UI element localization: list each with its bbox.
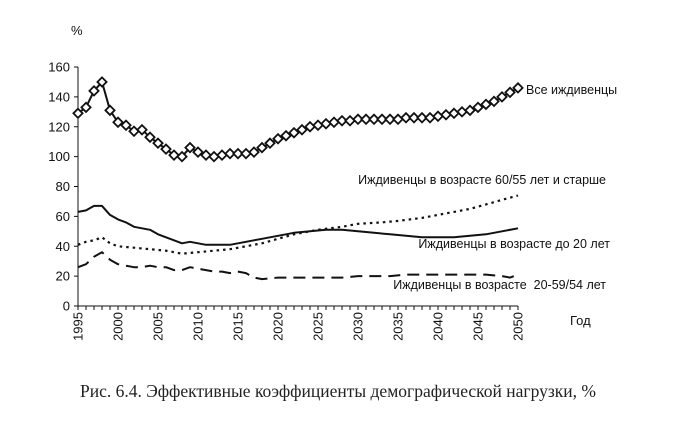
series-line [77, 204, 519, 246]
data-point-marker [88, 85, 100, 97]
data-point-marker [216, 149, 228, 162]
x-axis-label: Год [570, 313, 591, 328]
data-point-marker [160, 143, 172, 156]
data-point-marker [376, 113, 388, 126]
data-point-marker [96, 76, 108, 88]
data-point-marker [200, 149, 212, 162]
y-tick-label: 160 [48, 60, 70, 75]
data-point-marker [368, 113, 380, 126]
x-tick-label: 2050 [511, 312, 526, 341]
y-tick-label: 100 [48, 149, 70, 164]
data-point-marker [296, 123, 308, 136]
y-axis-label: % [71, 23, 83, 38]
data-point-marker [136, 123, 148, 136]
x-tick-label: 2010 [191, 312, 206, 341]
x-tick-label: 2030 [351, 312, 366, 341]
data-point-marker [328, 116, 340, 129]
data-point-marker [360, 113, 372, 126]
series-line [77, 80, 519, 158]
data-point-marker [400, 111, 412, 124]
y-tick-label: 80 [56, 179, 70, 194]
data-point-marker [152, 137, 164, 150]
data-point-marker [264, 137, 276, 150]
data-point-marker [480, 98, 492, 111]
data-point-marker [240, 147, 252, 160]
x-tick-label: 2015 [231, 312, 246, 341]
y-tick-label: 20 [56, 269, 70, 284]
data-point-marker [504, 86, 516, 99]
data-point-marker [408, 111, 420, 124]
series-label-4: Иждивенцы в возрасте 20-59/54 лет [393, 278, 606, 292]
series-label-3: Иждивенцы в возрасте до 20 лет [418, 237, 610, 251]
series-3 [77, 204, 519, 246]
data-point-marker [336, 114, 348, 127]
data-point-marker [80, 101, 92, 114]
series-layer [72, 76, 524, 281]
series-4 [77, 251, 519, 281]
x-tick-label: 2020 [271, 312, 286, 341]
data-point-marker [208, 150, 220, 163]
data-point-marker [472, 101, 484, 114]
data-point-marker [288, 126, 300, 139]
data-point-marker [272, 132, 284, 145]
data-point-marker [320, 117, 332, 130]
series-line [77, 251, 519, 281]
x-tick-label: 2025 [311, 312, 326, 341]
y-tick-label: 140 [48, 89, 70, 104]
data-point-marker [448, 107, 460, 120]
data-point-marker [496, 91, 508, 103]
data-point-marker [144, 131, 156, 144]
data-point-marker [440, 108, 452, 121]
data-point-marker [488, 95, 500, 108]
x-tick-label: 2045 [471, 312, 486, 341]
data-point-marker [416, 111, 428, 124]
x-tick-label: 1995 [71, 312, 86, 341]
data-point-marker [192, 146, 204, 159]
data-point-marker [104, 104, 116, 117]
y-tick-label: 60 [56, 209, 70, 224]
data-point-marker [352, 113, 364, 126]
data-point-marker [456, 105, 468, 118]
data-point-marker [512, 82, 524, 94]
data-point-marker [184, 141, 196, 154]
data-point-marker [424, 111, 436, 124]
series-line [77, 194, 519, 255]
data-point-marker [168, 149, 180, 162]
data-point-marker [112, 116, 124, 129]
data-point-marker [232, 147, 244, 160]
y-tick-label: 0 [63, 299, 70, 314]
data-point-marker [384, 113, 396, 126]
data-point-marker [224, 147, 236, 160]
x-tick-label: 2000 [111, 312, 126, 341]
series-label-2: Иждивенцы в возрасте 60/55 лет и старше [358, 173, 606, 187]
data-point-marker [120, 119, 132, 132]
series-label-1: Все иждивенцы [526, 83, 617, 97]
data-point-marker [72, 107, 84, 120]
x-tick-label: 2040 [431, 312, 446, 341]
data-point-marker [176, 150, 188, 163]
labels-layer: Все иждивенцы Иждивенцы в возрасте 60/55 … [358, 83, 617, 292]
data-point-marker [248, 146, 260, 159]
series-2 [77, 194, 519, 255]
data-point-marker [464, 104, 476, 117]
x-tick-label: 2005 [151, 312, 166, 341]
data-point-marker [432, 110, 444, 123]
figure-caption: Рис. 6.4. Эффективные коэффициенты демог… [80, 381, 596, 401]
series-1 [72, 76, 524, 163]
x-tick-label: 2035 [391, 312, 406, 341]
data-point-marker [344, 114, 356, 127]
y-tick-label: 40 [56, 239, 70, 254]
y-tick-label: 120 [48, 119, 70, 134]
data-point-marker [280, 129, 292, 142]
data-point-marker [312, 119, 324, 132]
data-point-marker [392, 113, 404, 126]
data-point-marker [256, 141, 268, 154]
